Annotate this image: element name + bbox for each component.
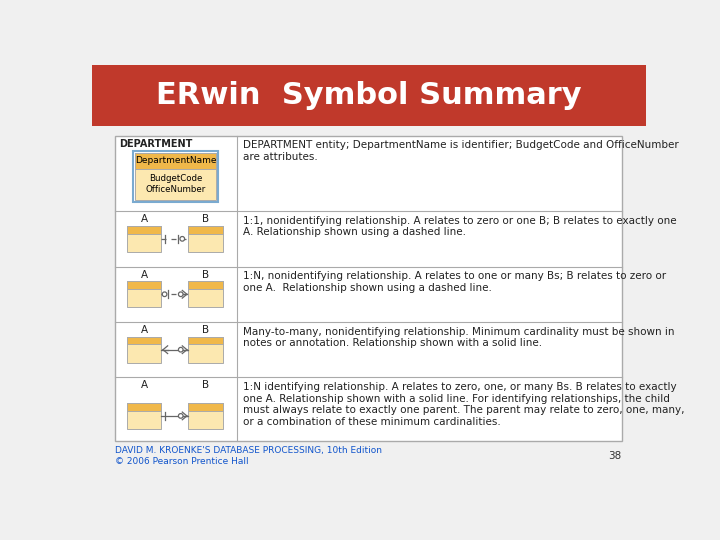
Bar — [115, 136, 621, 441]
Bar — [127, 336, 161, 345]
Circle shape — [179, 414, 183, 418]
Bar — [127, 226, 161, 234]
Text: 38: 38 — [608, 451, 621, 461]
Text: ERwin  Symbol Summary: ERwin Symbol Summary — [156, 81, 582, 110]
Bar — [189, 281, 223, 307]
Text: B: B — [202, 269, 210, 280]
Text: A: A — [140, 269, 148, 280]
Text: DEPARTMENT entity; DepartmentName is identifier; BudgetCode and OfficeNumber
are: DEPARTMENT entity; DepartmentName is ide… — [243, 140, 678, 162]
Text: 1:N, nonidentifying relationship. A relates to one or many Bs; B relates to zero: 1:N, nonidentifying relationship. A rela… — [243, 271, 666, 293]
Circle shape — [179, 347, 183, 352]
Text: DEPARTMENT: DEPARTMENT — [120, 139, 193, 150]
Bar — [127, 281, 161, 289]
Bar — [127, 403, 161, 411]
Text: A: A — [140, 325, 148, 335]
Bar — [92, 65, 647, 126]
Text: B: B — [202, 214, 210, 224]
Text: DepartmentName: DepartmentName — [135, 157, 217, 165]
Bar — [189, 336, 223, 363]
Bar — [135, 153, 216, 168]
Bar — [135, 153, 216, 200]
Text: B: B — [202, 381, 210, 390]
Circle shape — [179, 292, 183, 296]
Circle shape — [180, 237, 184, 241]
Bar — [133, 151, 218, 202]
Bar — [189, 281, 223, 289]
Text: DAVID M. KROENKE'S DATABASE PROCESSING, 10th Edition
© 2006 Pearson Prentice Hal: DAVID M. KROENKE'S DATABASE PROCESSING, … — [115, 446, 382, 465]
Bar — [127, 281, 161, 307]
Text: A: A — [140, 381, 148, 390]
Text: OfficeNumber: OfficeNumber — [145, 185, 206, 194]
Bar — [189, 403, 223, 411]
Bar — [189, 226, 223, 252]
Text: 1:1, nonidentifying relationship. A relates to zero or one B; B relates to exact: 1:1, nonidentifying relationship. A rela… — [243, 215, 676, 237]
Text: Many-to-many, nonidentifying relationship. Minimum cardinality must be shown in
: Many-to-many, nonidentifying relationshi… — [243, 327, 674, 348]
Text: BudgetCode: BudgetCode — [149, 174, 202, 183]
Bar — [189, 403, 223, 429]
Bar — [127, 226, 161, 252]
Text: B: B — [202, 325, 210, 335]
Bar — [127, 336, 161, 363]
Circle shape — [162, 292, 167, 296]
Bar — [127, 403, 161, 429]
Bar — [189, 336, 223, 345]
Text: A: A — [140, 214, 148, 224]
Text: 1:N identifying relationship. A relates to zero, one, or many Bs. B relates to e: 1:N identifying relationship. A relates … — [243, 382, 684, 427]
Bar — [189, 226, 223, 234]
